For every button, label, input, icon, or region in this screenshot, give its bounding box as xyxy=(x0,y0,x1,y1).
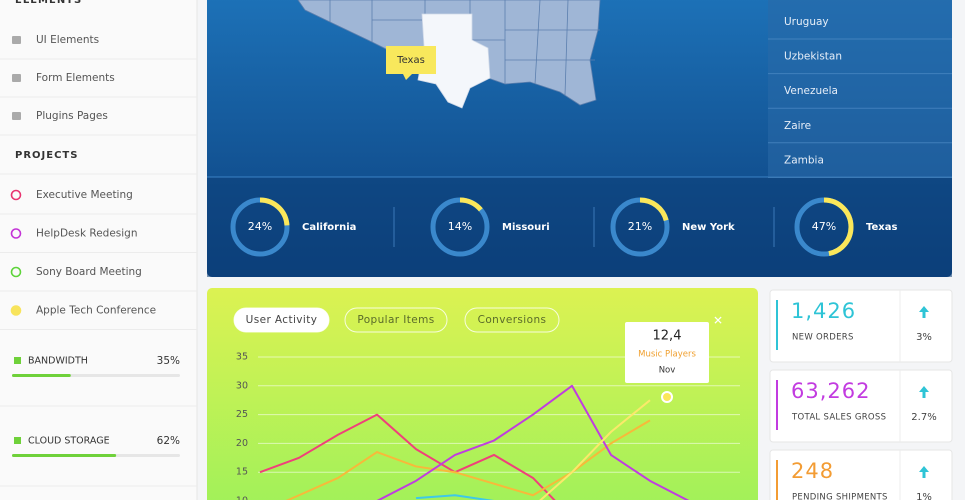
donut-arc xyxy=(230,197,290,257)
project-item[interactable]: Executive Meeting xyxy=(36,189,133,201)
donut-label: 14% xyxy=(448,220,472,233)
country-item[interactable]: Uruguay xyxy=(784,16,829,28)
us-map xyxy=(297,0,601,109)
country-item[interactable]: Uzbekistan xyxy=(784,51,842,63)
project-dot xyxy=(10,228,22,239)
series-line xyxy=(285,419,651,500)
stat-card xyxy=(769,289,953,363)
close-icon[interactable]: ✕ xyxy=(713,314,723,328)
hover-point xyxy=(661,391,673,403)
country-item[interactable]: Zaire xyxy=(784,120,811,132)
country-list xyxy=(768,0,952,177)
tab-label[interactable]: Conversions xyxy=(478,314,547,326)
stat-label: NEW ORDERS xyxy=(792,333,854,343)
tooltip-value: 12,4 xyxy=(653,329,682,344)
plot xyxy=(259,384,690,500)
series-line xyxy=(539,399,651,500)
stat-card xyxy=(769,449,953,500)
donut-arc xyxy=(430,197,490,257)
chart-tooltip-box xyxy=(625,322,709,383)
y-tick-label: 35 xyxy=(236,352,248,363)
tab[interactable] xyxy=(464,307,560,333)
project-dot xyxy=(10,189,22,201)
region-name: California xyxy=(302,222,356,233)
region-name: Missouri xyxy=(502,222,550,233)
donut-arc xyxy=(610,197,670,257)
meter-icon xyxy=(14,357,21,364)
meter-name: CLOUD STORAGE xyxy=(28,436,110,447)
tooltip-period: Nov xyxy=(659,366,676,376)
tab-label[interactable]: User Activity xyxy=(246,314,318,326)
stat-card xyxy=(769,369,953,443)
stat-arrow xyxy=(919,386,929,398)
series-line xyxy=(259,413,556,500)
project-item[interactable]: Sony Board Meeting xyxy=(36,266,142,278)
project-item[interactable]: HelpDesk Redesign xyxy=(36,228,138,240)
menu-icon xyxy=(12,74,21,82)
meter-bar xyxy=(12,454,117,457)
meter-label: 62% xyxy=(157,435,180,447)
menu-item[interactable]: Plugins Pages xyxy=(36,110,108,122)
donut-label: 47% xyxy=(812,220,836,233)
tab-label[interactable]: Popular Items xyxy=(357,314,434,326)
meter-name: BANDWIDTH xyxy=(28,356,88,367)
stat-change: 1% xyxy=(916,492,932,500)
menu-icon xyxy=(12,36,21,44)
country-item[interactable]: Zambia xyxy=(784,154,824,166)
series-line xyxy=(376,384,690,500)
project-item[interactable]: Apple Tech Conference xyxy=(36,305,156,317)
meter-bar xyxy=(12,374,71,377)
y-tick-label: 25 xyxy=(236,409,248,420)
region-name: Texas xyxy=(866,222,897,233)
stat-value: 1,426 xyxy=(791,299,856,323)
tab[interactable] xyxy=(344,307,448,333)
stat-arrow xyxy=(919,306,929,318)
y-tick-label: 15 xyxy=(236,467,248,478)
stat-value: 63,262 xyxy=(791,379,870,403)
project-dot xyxy=(10,266,22,278)
y-tick-label: 20 xyxy=(236,438,248,449)
meter-icon xyxy=(14,437,21,444)
stat-change: 3% xyxy=(916,332,932,343)
donut-arc xyxy=(794,197,854,257)
y-tick-label: 10 xyxy=(236,496,248,500)
tab[interactable] xyxy=(233,307,330,333)
stat-label: TOTAL SALES GROSS xyxy=(791,413,886,423)
section-title: PROJECTS xyxy=(15,150,78,161)
stat-arrow xyxy=(919,466,929,478)
stat-label: PENDING SHIPMENTS xyxy=(792,493,888,500)
project-dot xyxy=(10,305,22,316)
stat-accent xyxy=(776,380,778,430)
map-tooltip-box xyxy=(386,46,436,80)
stat-accent xyxy=(776,300,778,350)
activity-panel xyxy=(207,288,758,500)
donut-label: 21% xyxy=(628,220,652,233)
meter-label: 35% xyxy=(157,355,180,367)
map-tooltip: Texas xyxy=(396,55,425,66)
section-title: ELEMENTS xyxy=(15,0,82,6)
stat-accent xyxy=(776,460,778,500)
menu-item[interactable]: Form Elements xyxy=(36,72,115,84)
tooltip-name: Music Players xyxy=(638,350,696,360)
stat-value: 248 xyxy=(791,459,834,483)
series-line xyxy=(415,494,495,500)
y-tick-label: 30 xyxy=(236,380,248,391)
sidebar xyxy=(0,0,197,500)
menu-item[interactable]: UI Elements xyxy=(36,34,99,46)
stat-change: 2.7% xyxy=(911,412,936,423)
region-name: New York xyxy=(682,222,735,233)
menu-icon xyxy=(12,112,21,120)
donut-label: 24% xyxy=(248,220,272,233)
country-item[interactable]: Venezuela xyxy=(784,85,838,97)
region-row xyxy=(207,177,952,277)
